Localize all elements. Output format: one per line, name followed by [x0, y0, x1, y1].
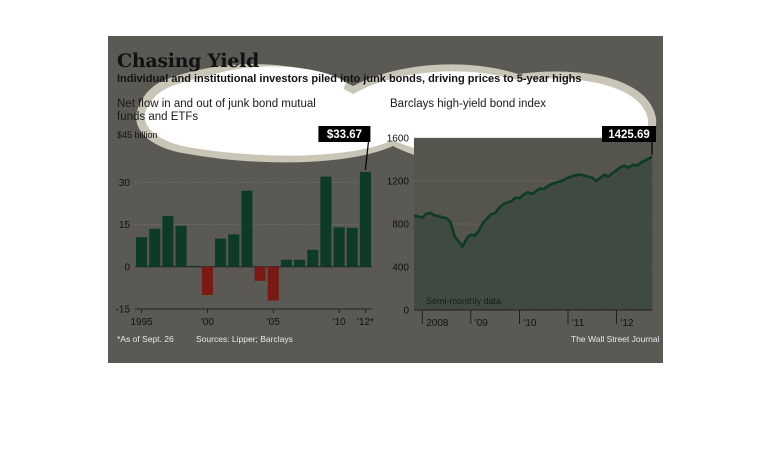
line-callout-box: [602, 126, 657, 142]
bar-callout-box: [318, 126, 371, 142]
bar-2003: [241, 190, 253, 267]
line-xtick-label-4: '12: [621, 318, 634, 329]
bar-2011: [346, 227, 358, 267]
bar-1999: [188, 265, 200, 267]
bar-2010: [333, 227, 345, 267]
chart-figure: Chasing Yield Individual and institution…: [108, 36, 663, 363]
bar-1995: [136, 237, 148, 267]
chart-title: Chasing Yield: [117, 50, 260, 72]
bar-2000: [201, 266, 213, 295]
bar-2001: [215, 238, 227, 267]
bar-xtick-label-4: '12*: [357, 317, 374, 328]
bar-2009: [320, 176, 332, 267]
bar-callout-label: $33.67: [327, 129, 362, 141]
bar-ytick-label-1: 0: [124, 262, 130, 273]
bar-1997: [162, 216, 174, 267]
bar-2007: [294, 259, 306, 267]
bar-2004: [254, 266, 266, 281]
credit-note: The Wall Street Journal: [571, 334, 660, 344]
line-panel-title: Barclays high-yield bond index: [390, 98, 546, 110]
footnote: *As of Sept. 26: [117, 334, 174, 344]
bar-xtick-label-0: 1995: [130, 317, 153, 328]
line-series: [413, 155, 653, 248]
line-ytick-label-3: 1200: [387, 177, 410, 188]
line-xtick-label-2: '10: [523, 318, 536, 329]
line-ytick-label-2: 800: [392, 220, 409, 231]
bar-panel-title: Net flow in and out of junk bond mutual …: [117, 98, 316, 124]
bar-ytick-label-0: -15: [116, 305, 131, 316]
line-ytick-label-4: 1600: [387, 134, 410, 145]
bar-ytick-label-2: 15: [119, 220, 131, 231]
line-chart: 0 400 800 1200 1600 2008 '09 '10 '11 '12 Semi-mont…: [387, 126, 657, 329]
bar-xtick-label-3: '10: [333, 317, 346, 328]
chart-subtitle: Individual and institutional investors p…: [117, 73, 582, 85]
bar-unit-label: $45 billion: [117, 130, 158, 140]
bar-chart: -15 0 15 30 1995 '00 '05 '10 '12* $33.67: [116, 126, 374, 328]
bar-xtick-label-1: '00: [201, 317, 214, 328]
line-annotation: Semi-monthly data: [426, 296, 501, 306]
bar-2002: [228, 234, 240, 267]
line-xtick-label-1: '09: [475, 318, 488, 329]
bar-1996: [149, 228, 161, 267]
bar-2005: [267, 266, 279, 301]
line-callout-label: 1425.69: [608, 129, 650, 141]
bar-2012: [359, 171, 371, 267]
line-ytick-label-1: 400: [392, 263, 409, 274]
bar-2006: [280, 259, 292, 267]
line-xtick-label-0: 2008: [426, 318, 449, 329]
line-ytick-label-0: 0: [403, 306, 409, 317]
bar-xtick-label-2: '05: [267, 317, 280, 328]
line-xtick-label-3: '11: [572, 318, 585, 329]
bar-ytick-label-3: 30: [119, 178, 131, 189]
line-area-fill: [414, 156, 652, 310]
bar-callout-leader: [364, 141, 370, 170]
sources-note: Sources: Lipper; Barclays: [196, 334, 293, 344]
bar-panel-title-line-2: funds and ETFs: [117, 111, 199, 123]
bar-1998: [175, 225, 187, 267]
bar-panel-title-line-1: Net flow in and out of junk bond mutual: [117, 98, 316, 110]
white-smudge-overlay: [136, 64, 657, 165]
bar-2008: [307, 249, 319, 267]
